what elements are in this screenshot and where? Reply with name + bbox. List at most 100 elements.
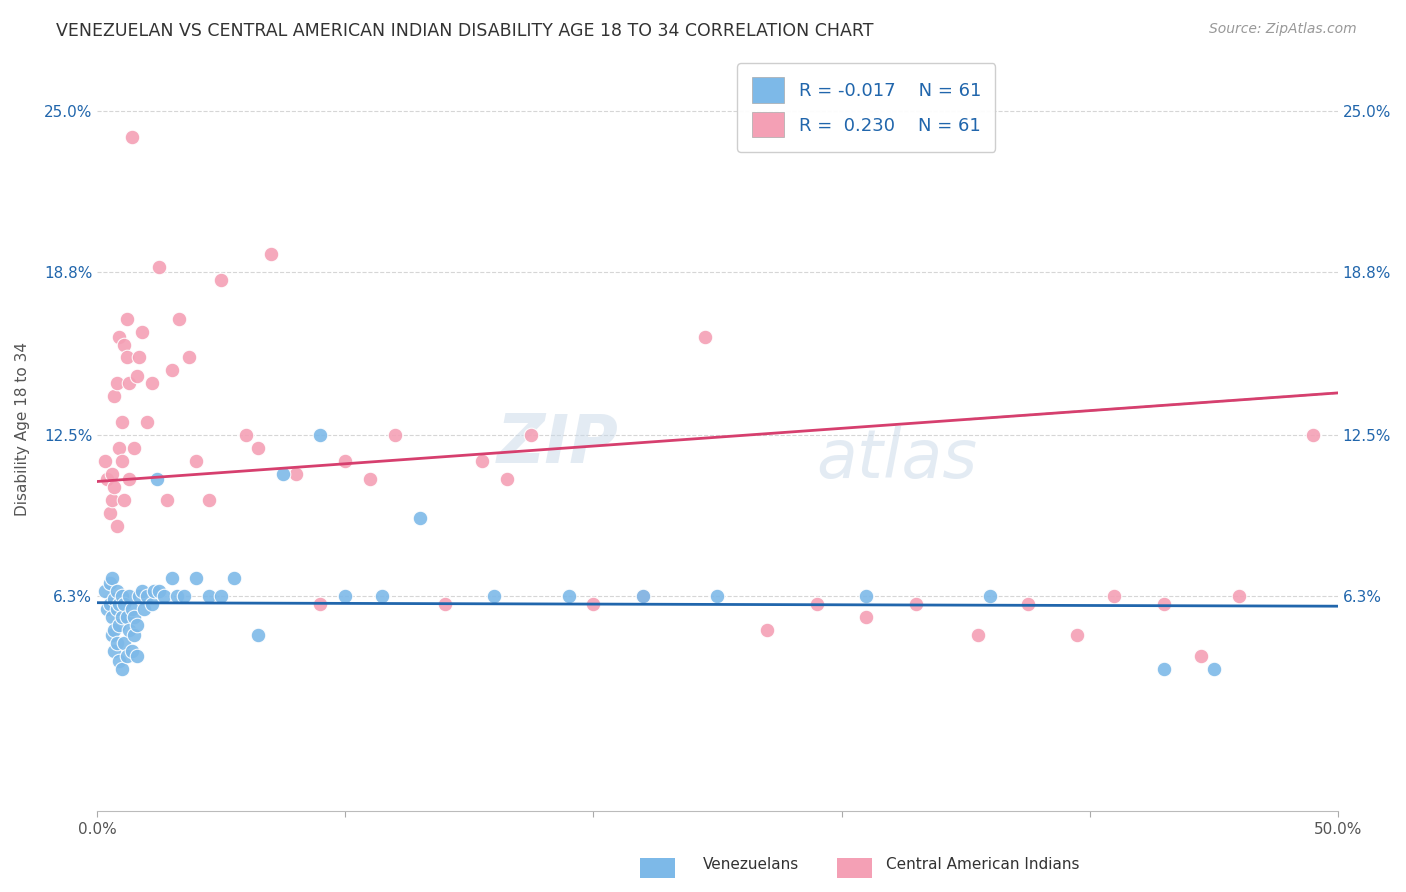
Point [1202,662,1225,676]
Point [96,472,118,486]
Point [108,654,131,668]
Point [855,610,877,624]
Point [756,623,779,637]
Point [148,260,170,274]
Point [197,589,219,603]
Point [135,415,157,429]
Point [166,589,188,603]
Point [118,623,141,637]
Point [108,597,131,611]
Point [260,246,283,260]
Point [693,330,716,344]
Point [160,571,183,585]
Point [520,428,543,442]
Point [108,617,131,632]
Point [173,589,195,603]
Point [141,597,163,611]
Point [855,589,877,603]
Point [101,571,124,585]
Point [384,428,406,442]
Point [160,363,183,377]
Point [124,442,146,456]
Point [495,472,517,486]
Point [108,442,131,456]
Point [148,584,170,599]
Point [1017,597,1039,611]
Point [115,610,138,624]
Point [806,597,828,611]
Point [247,628,270,642]
Point [309,428,332,442]
Point [112,337,135,351]
Text: ZIP: ZIP [496,411,619,477]
Point [111,454,134,468]
Point [186,454,208,468]
Point [706,589,728,603]
Point [131,584,153,599]
Point [1153,662,1175,676]
Point [115,648,138,663]
Point [145,472,167,486]
Point [101,610,124,624]
Point [1104,589,1126,603]
Point [105,584,128,599]
Point [103,643,125,657]
Point [124,610,146,624]
Point [371,589,394,603]
Point [967,628,990,642]
Point [96,602,118,616]
Point [177,351,200,365]
Point [471,454,494,468]
Point [98,597,121,611]
Point [135,589,157,603]
Point [125,648,148,663]
Point [115,311,138,326]
Legend: R = -0.017    N = 61, R =  0.230    N = 61: R = -0.017 N = 61, R = 0.230 N = 61 [737,63,995,152]
Point [125,368,148,383]
Point [105,602,128,616]
Point [271,467,294,482]
Point [111,610,134,624]
Point [105,636,128,650]
Text: VENEZUELAN VS CENTRAL AMERICAN INDIAN DISABILITY AGE 18 TO 34 CORRELATION CHART: VENEZUELAN VS CENTRAL AMERICAN INDIAN DI… [56,22,873,40]
Point [93,454,115,468]
Point [582,597,605,611]
Point [186,571,208,585]
Point [359,472,381,486]
Point [121,130,143,145]
Point [209,589,232,603]
Point [103,591,125,606]
Point [103,389,125,403]
Point [309,597,332,611]
Point [118,472,141,486]
Point [93,584,115,599]
Point [131,325,153,339]
Point [167,311,190,326]
Point [904,597,927,611]
Point [124,628,146,642]
Point [112,636,135,650]
Point [209,273,232,287]
Point [335,589,357,603]
Point [105,519,128,533]
Point [482,589,505,603]
Point [112,493,135,508]
Point [222,571,245,585]
Point [101,493,124,508]
Point [197,493,219,508]
Point [1302,428,1324,442]
Point [155,493,177,508]
Text: atlas: atlas [817,426,977,492]
Point [1227,589,1250,603]
Point [118,589,141,603]
Point [98,576,121,591]
Point [631,589,654,603]
Point [115,351,138,365]
Point [103,623,125,637]
Point [409,511,432,525]
Point [557,589,579,603]
Point [1189,648,1212,663]
Point [143,584,166,599]
Point [979,589,1001,603]
Point [141,376,163,391]
